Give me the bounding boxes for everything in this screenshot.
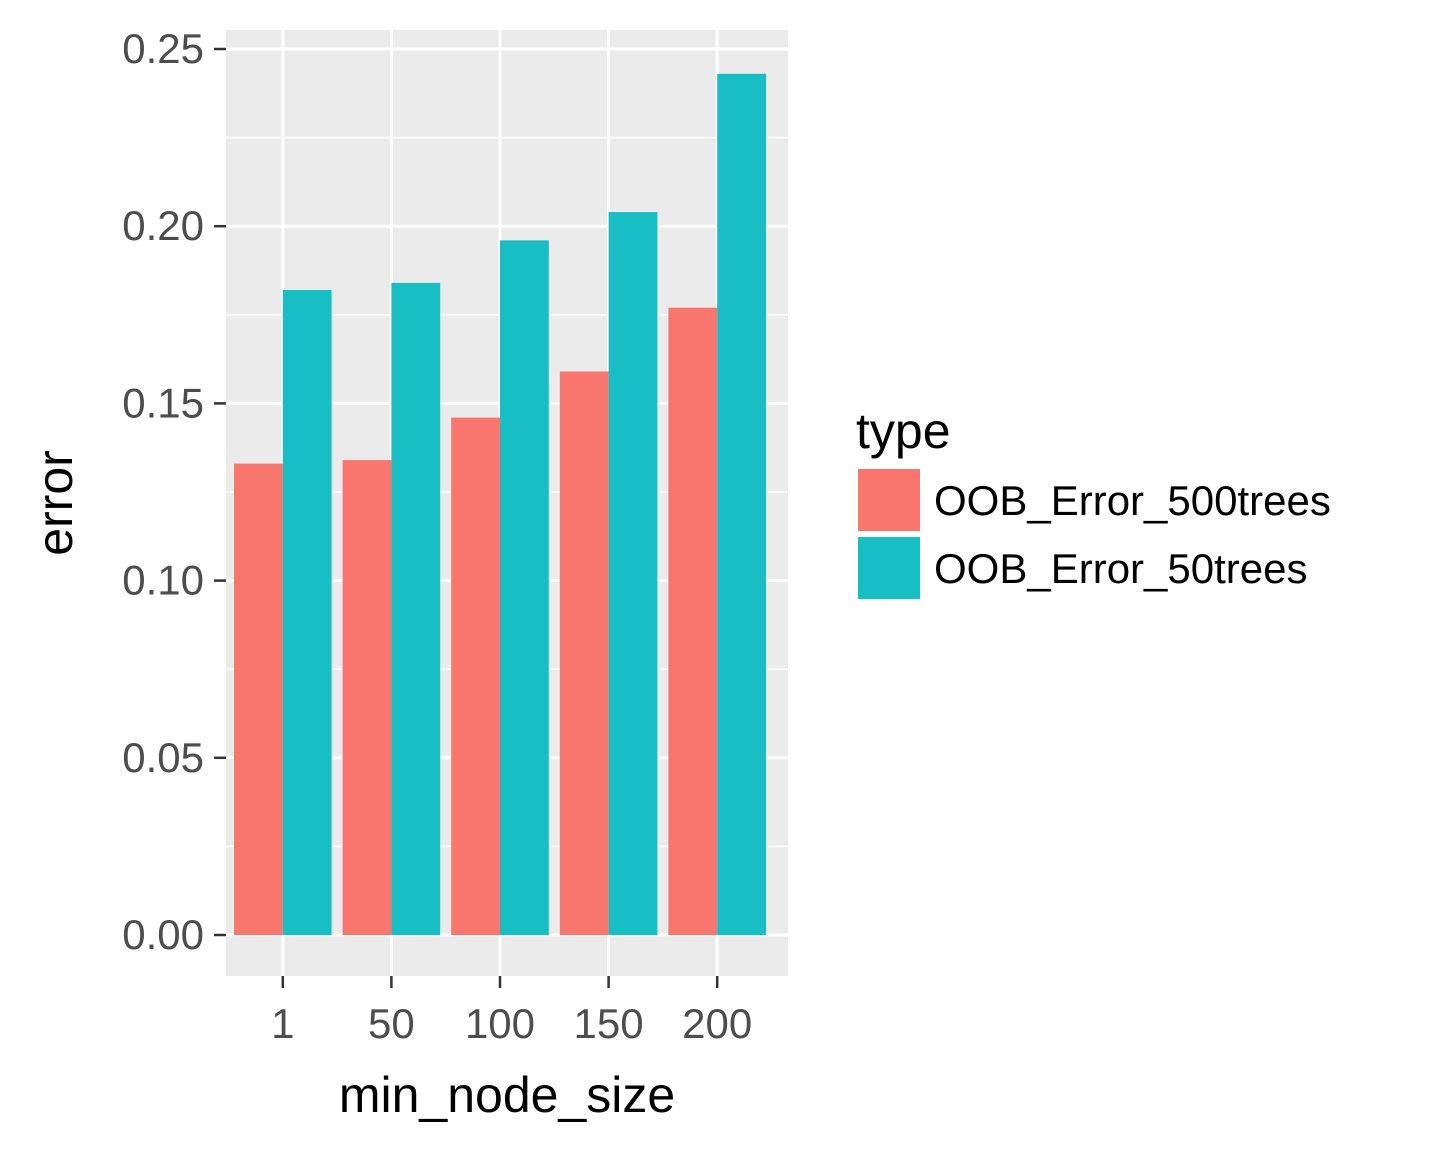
legend-title: type — [856, 403, 951, 459]
bar-OOB_Error_500trees-50 — [342, 460, 392, 935]
bar-OOB_Error_50trees-100 — [500, 240, 549, 936]
x-axis: 1 50 100 150 200 — [271, 976, 752, 1047]
legend-label: OOB_Error_50trees — [934, 545, 1308, 592]
y-tick-label: 0.15 — [122, 379, 204, 426]
legend-label: OOB_Error_500trees — [934, 477, 1331, 524]
y-tick-label: 0.05 — [122, 734, 204, 781]
y-tick-label: 0.00 — [122, 911, 204, 958]
legend-key — [858, 469, 920, 531]
bars — [234, 73, 766, 936]
y-axis-title: error — [27, 450, 83, 556]
y-tick-label: 0.10 — [122, 557, 204, 604]
x-tick-label: 50 — [368, 1000, 415, 1047]
x-tick-label: 1 — [271, 1000, 294, 1047]
y-tick-label: 0.20 — [122, 202, 204, 249]
y-tick-label: 0.25 — [122, 25, 204, 72]
bar-OOB_Error_500trees-150 — [559, 371, 609, 935]
x-axis-title: min_node_size — [339, 1067, 675, 1123]
bar-OOB_Error_500trees-100 — [451, 417, 500, 935]
x-tick-label: 200 — [682, 1000, 752, 1047]
bar-OOB_Error_50trees-50 — [391, 282, 441, 935]
bar-OOB_Error_50trees-1 — [282, 289, 332, 935]
x-tick-label: 150 — [574, 1000, 644, 1047]
y-axis: 0.00 0.05 0.10 0.15 0.20 0.25 — [122, 25, 226, 958]
bar-OOB_Error_50trees-150 — [608, 212, 658, 936]
bar-OOB_Error_500trees-1 — [234, 463, 283, 935]
bar-OOB_Error_500trees-200 — [668, 307, 718, 935]
bar-OOB_Error_50trees-200 — [717, 73, 766, 936]
legend-key — [858, 537, 920, 599]
x-tick-label: 100 — [465, 1000, 535, 1047]
legend: type OOB_Error_500trees OOB_Error_50trees — [856, 403, 1331, 599]
